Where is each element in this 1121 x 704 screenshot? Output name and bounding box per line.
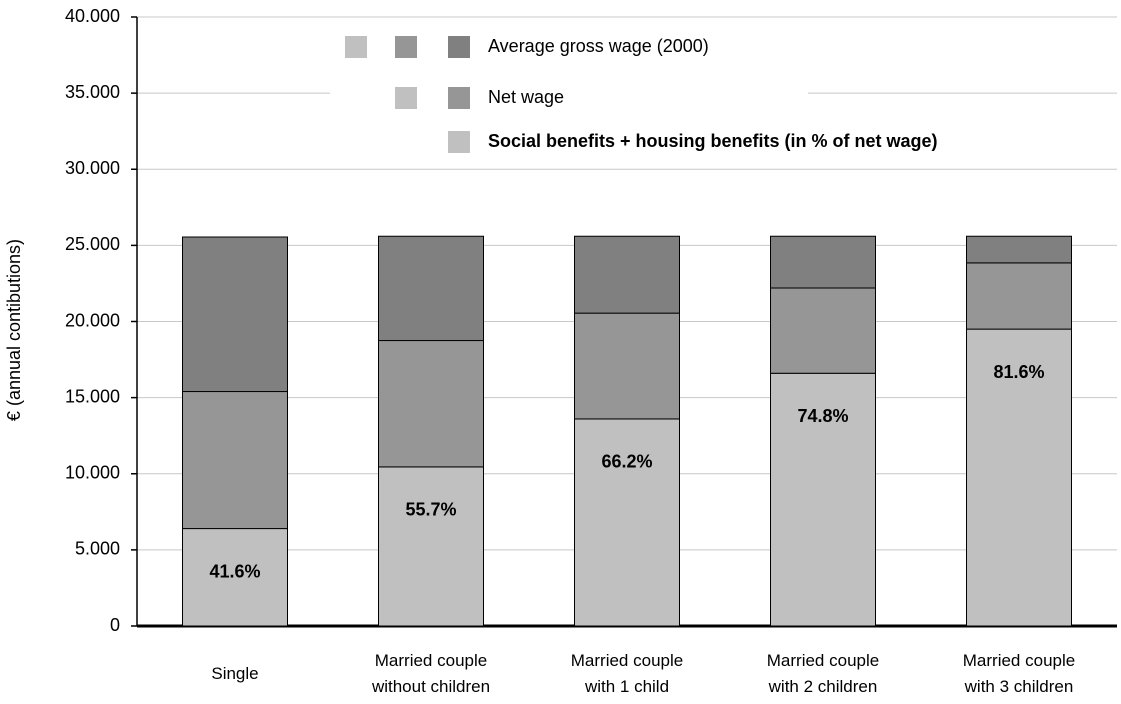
bar-segment <box>574 235 680 314</box>
bar-segment <box>966 262 1072 330</box>
bar-segment <box>378 466 484 627</box>
data-label: 81.6% <box>993 362 1044 382</box>
y-tick-label: 15.000 <box>65 386 120 406</box>
data-label: 41.6% <box>209 561 260 581</box>
legend-swatch <box>395 36 417 58</box>
bar-segment <box>770 372 876 627</box>
y-tick-label: 35.000 <box>65 82 120 102</box>
data-label: 66.2% <box>601 452 652 472</box>
y-tick-label: 0 <box>110 615 120 635</box>
y-tick-label: 10.000 <box>65 463 120 483</box>
legend-label: Average gross wage (2000) <box>488 36 709 56</box>
bar-segment <box>574 312 680 420</box>
legend-label: Social benefits + housing benefits (in %… <box>488 131 938 151</box>
y-tick-label: 25.000 <box>65 234 120 254</box>
bar-segment <box>182 528 288 627</box>
data-label: 55.7% <box>405 500 456 520</box>
bar-segment <box>770 235 876 289</box>
y-tick-label: 5.000 <box>75 539 120 559</box>
y-axis-label: € (annual contibutions) <box>4 239 24 421</box>
x-tick-label: Married couple with 1 child <box>570 651 684 696</box>
y-tick-label: 30.000 <box>65 158 120 178</box>
bar-segment <box>182 236 288 393</box>
bar-segment <box>966 328 1072 627</box>
legend-swatch <box>448 36 470 58</box>
bar-segment <box>378 235 484 342</box>
legend-swatch <box>395 87 417 109</box>
bar-segment <box>966 235 1072 264</box>
x-tick-label: Single <box>211 664 259 683</box>
y-tick-label: 40.000 <box>65 6 120 26</box>
legend-swatch <box>448 87 470 109</box>
legend-swatch <box>345 36 367 58</box>
bar-segment <box>770 287 876 374</box>
legend-swatch <box>448 131 470 153</box>
data-label: 74.8% <box>797 406 848 426</box>
bar-segment <box>182 391 288 530</box>
x-tick-label: Married couple with 2 children <box>766 651 880 696</box>
bar-segment <box>378 340 484 468</box>
x-tick-label: Married couple without children <box>371 651 491 696</box>
legend-label: Net wage <box>488 87 564 107</box>
y-tick-label: 20.000 <box>65 310 120 330</box>
bar-segment <box>574 418 680 627</box>
x-tick-label: Married couple with 3 children <box>962 651 1076 696</box>
